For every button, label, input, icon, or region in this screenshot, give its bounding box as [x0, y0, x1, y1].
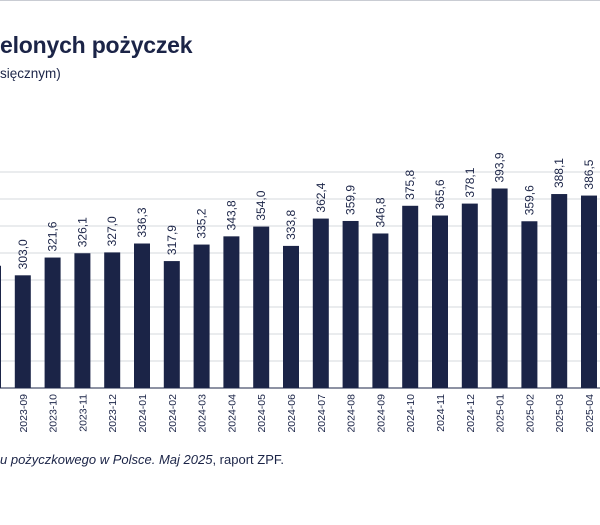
bar-2025-01 — [491, 188, 508, 388]
data-label-2024-08: 359,9 — [344, 185, 358, 215]
data-label-2024-01: 336,3 — [135, 207, 149, 237]
tick-label-2025-01: 2025-01 — [495, 394, 507, 433]
bar-2024-10 — [402, 205, 419, 388]
data-label-2024-11: 365,6 — [433, 179, 447, 209]
tick-label-2023-09: 2023-09 — [18, 394, 30, 433]
data-label-2023-12: 327,0 — [105, 216, 119, 246]
bar-2024-11 — [432, 215, 448, 388]
data-label-2024-07: 362,4 — [314, 182, 328, 212]
tick-label-2024-07: 2024-07 — [316, 394, 328, 433]
tick-label-2024-11: 2024-11 — [435, 394, 447, 432]
bar-2023-11 — [74, 253, 91, 388]
bar-2024-01 — [134, 243, 150, 388]
data-label-2023-09: 303,0 — [16, 239, 30, 269]
bar-2023-08 — [0, 265, 1, 388]
bar-2025-04 — [581, 195, 597, 388]
tick-label-2024-10: 2024-10 — [405, 394, 417, 433]
tick-label-2024-12: 2024-12 — [465, 394, 477, 433]
tick-label-2023-11: 2023-11 — [77, 394, 89, 432]
data-label-2024-06: 333,8 — [284, 210, 298, 240]
bar-chart: 303,0 2023-09 321,6 2023-10 326,1 2023-11 327,… — [0, 152, 600, 433]
bar-2024-09 — [372, 233, 389, 388]
data-label-2025-02: 359,6 — [522, 185, 536, 215]
data-label-2023-11: 326,1 — [75, 217, 89, 247]
data-label-2024-03: 335,2 — [195, 208, 209, 238]
tick-label-2025-03: 2025-03 — [554, 394, 566, 433]
data-label-2025-01: 393,9 — [493, 152, 507, 182]
tick-label-2024-02: 2024-02 — [167, 394, 179, 433]
data-label-2024-10: 375,8 — [403, 169, 417, 199]
data-label-2024-12: 378,1 — [463, 167, 477, 197]
tick-label-2024-05: 2024-05 — [256, 394, 268, 433]
data-label-2023-10: 321,6 — [46, 221, 60, 251]
top-rule — [0, 0, 600, 1]
bar-2023-09 — [14, 275, 31, 388]
bar-2024-02 — [163, 261, 180, 388]
tick-label-2025-04: 2025-04 — [584, 394, 596, 433]
tick-label-2024-08: 2024-08 — [346, 394, 358, 433]
data-label-2024-02: 317,9 — [165, 225, 179, 255]
bar-2025-03 — [551, 194, 568, 388]
bar-2024-05 — [253, 226, 270, 388]
bar-2024-12 — [461, 203, 478, 388]
data-label-2024-09: 346,8 — [373, 197, 387, 227]
tick-label-2023-10: 2023-10 — [48, 394, 60, 433]
bar-2024-06 — [283, 245, 299, 388]
bar-2023-10 — [44, 257, 61, 388]
bar-2024-04 — [223, 236, 240, 388]
tick-label-2024-04: 2024-04 — [226, 394, 238, 433]
chart-subtitle: sięcznym) — [0, 66, 61, 81]
bar-2023-12 — [104, 252, 121, 388]
bar-2024-07 — [312, 218, 329, 388]
bar-2025-02 — [521, 221, 538, 388]
tick-label-2024-01: 2024-01 — [137, 394, 149, 433]
tick-label-2024-06: 2024-06 — [286, 394, 298, 433]
chart-title: elonych pożyczek — [0, 32, 193, 58]
tick-label-2025-02: 2025-02 — [524, 394, 536, 433]
bar-2024-08 — [342, 220, 359, 388]
tick-label-2024-09: 2024-09 — [375, 394, 387, 433]
tick-label-2023-12: 2023-12 — [107, 394, 119, 433]
bar-2024-03 — [193, 244, 210, 388]
data-label-2025-03: 388,1 — [552, 158, 566, 188]
data-label-2024-04: 343,8 — [224, 200, 238, 230]
source-note: u pożyczkowego w Polsce. Maj 2025, rapor… — [0, 452, 284, 467]
data-label-2025-04: 386,5 — [582, 159, 596, 189]
source-rest: , raport ZPF. — [212, 452, 284, 467]
data-label-2024-05: 354,0 — [254, 190, 268, 220]
tick-label-2024-03: 2024-03 — [197, 394, 209, 433]
source-italic: u pożyczkowego w Polsce. Maj 2025 — [0, 452, 213, 467]
